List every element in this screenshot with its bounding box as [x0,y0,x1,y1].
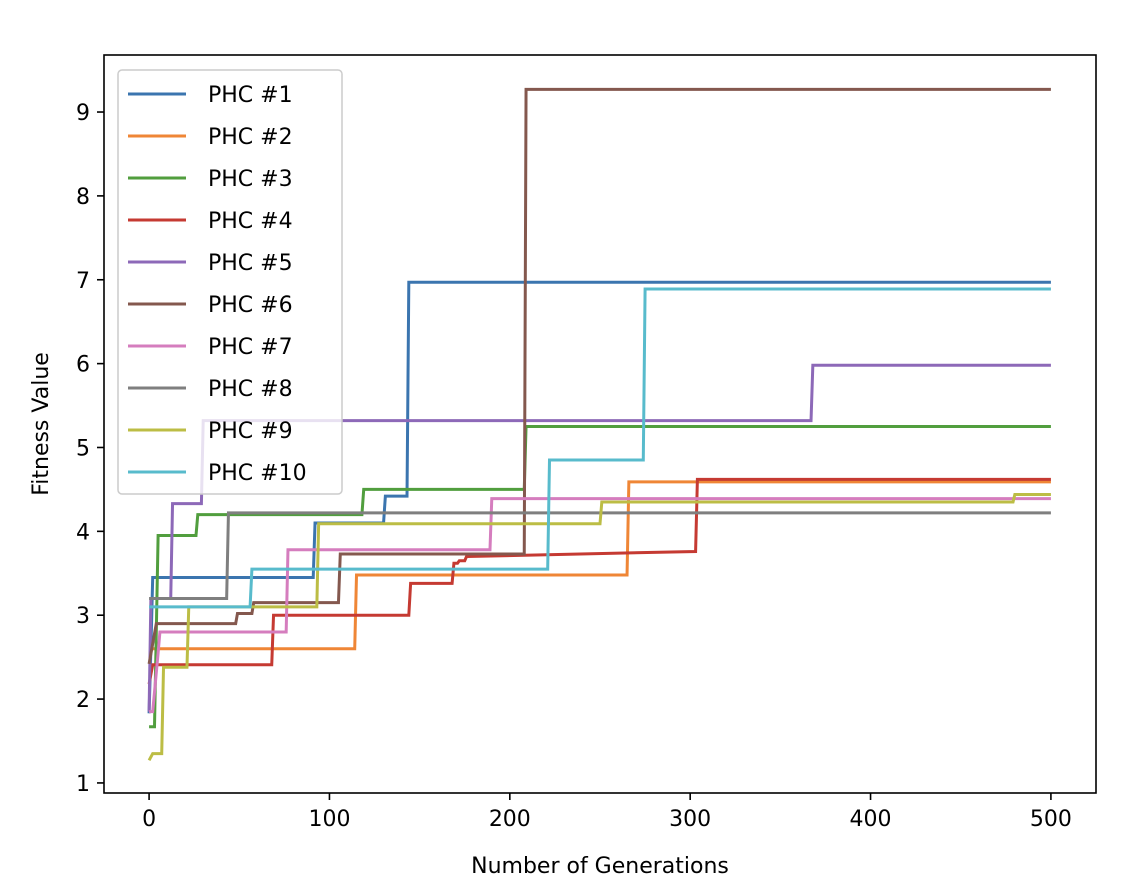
y-tick-label: 1 [76,772,90,797]
series-line-8 [149,511,1051,600]
legend-label-4: PHC #4 [208,209,293,234]
legend-label-6: PHC #6 [208,293,293,318]
y-tick-label: 4 [76,520,90,545]
y-axis-label: Fitness Value [29,352,54,496]
series-line-4 [147,477,1051,685]
x-tick-label: 300 [669,807,711,832]
series-layer [147,87,1051,762]
x-tick-label: 500 [1030,807,1072,832]
y-tick-label: 8 [76,185,90,210]
legend-label-9: PHC #9 [208,419,293,444]
y-tick-label: 7 [76,269,90,294]
x-tick-label: 400 [850,807,892,832]
series-line-9 [147,492,1051,762]
series-line-10 [149,287,1051,609]
legend-label-2: PHC #2 [208,125,293,150]
x-tick-label: 100 [308,807,350,832]
series-line-2 [149,480,1051,651]
y-tick-label: 5 [76,436,90,461]
x-tick-label: 200 [489,807,531,832]
y-tick-label: 6 [76,353,90,378]
y-axis: 1 2 3 4 5 6 7 8 9 [76,101,104,797]
legend-label-7: PHC #7 [208,335,293,360]
x-axis: 0 100 200 300 400 500 [142,793,1072,832]
y-tick-label: 2 [76,688,90,713]
legend-label-1: PHC #1 [208,83,293,108]
legend-label-3: PHC #3 [208,167,293,192]
series-line-7 [149,497,1051,714]
legend-label-8: PHC #8 [208,377,293,402]
legend: PHC #1 PHC #2 PHC #3 PHC #4 PHC #5 PHC #6 PHC … [117,69,343,495]
x-axis-label: Number of Generations [471,854,729,879]
legend-label-5: PHC #5 [208,251,293,276]
y-tick-label: 3 [76,604,90,629]
plot-frame [103,54,1097,794]
x-tick-label: 0 [142,807,156,832]
y-tick-label: 9 [76,101,90,126]
legend-label-10: PHC #10 [208,461,307,486]
series-line-6 [147,87,1051,665]
